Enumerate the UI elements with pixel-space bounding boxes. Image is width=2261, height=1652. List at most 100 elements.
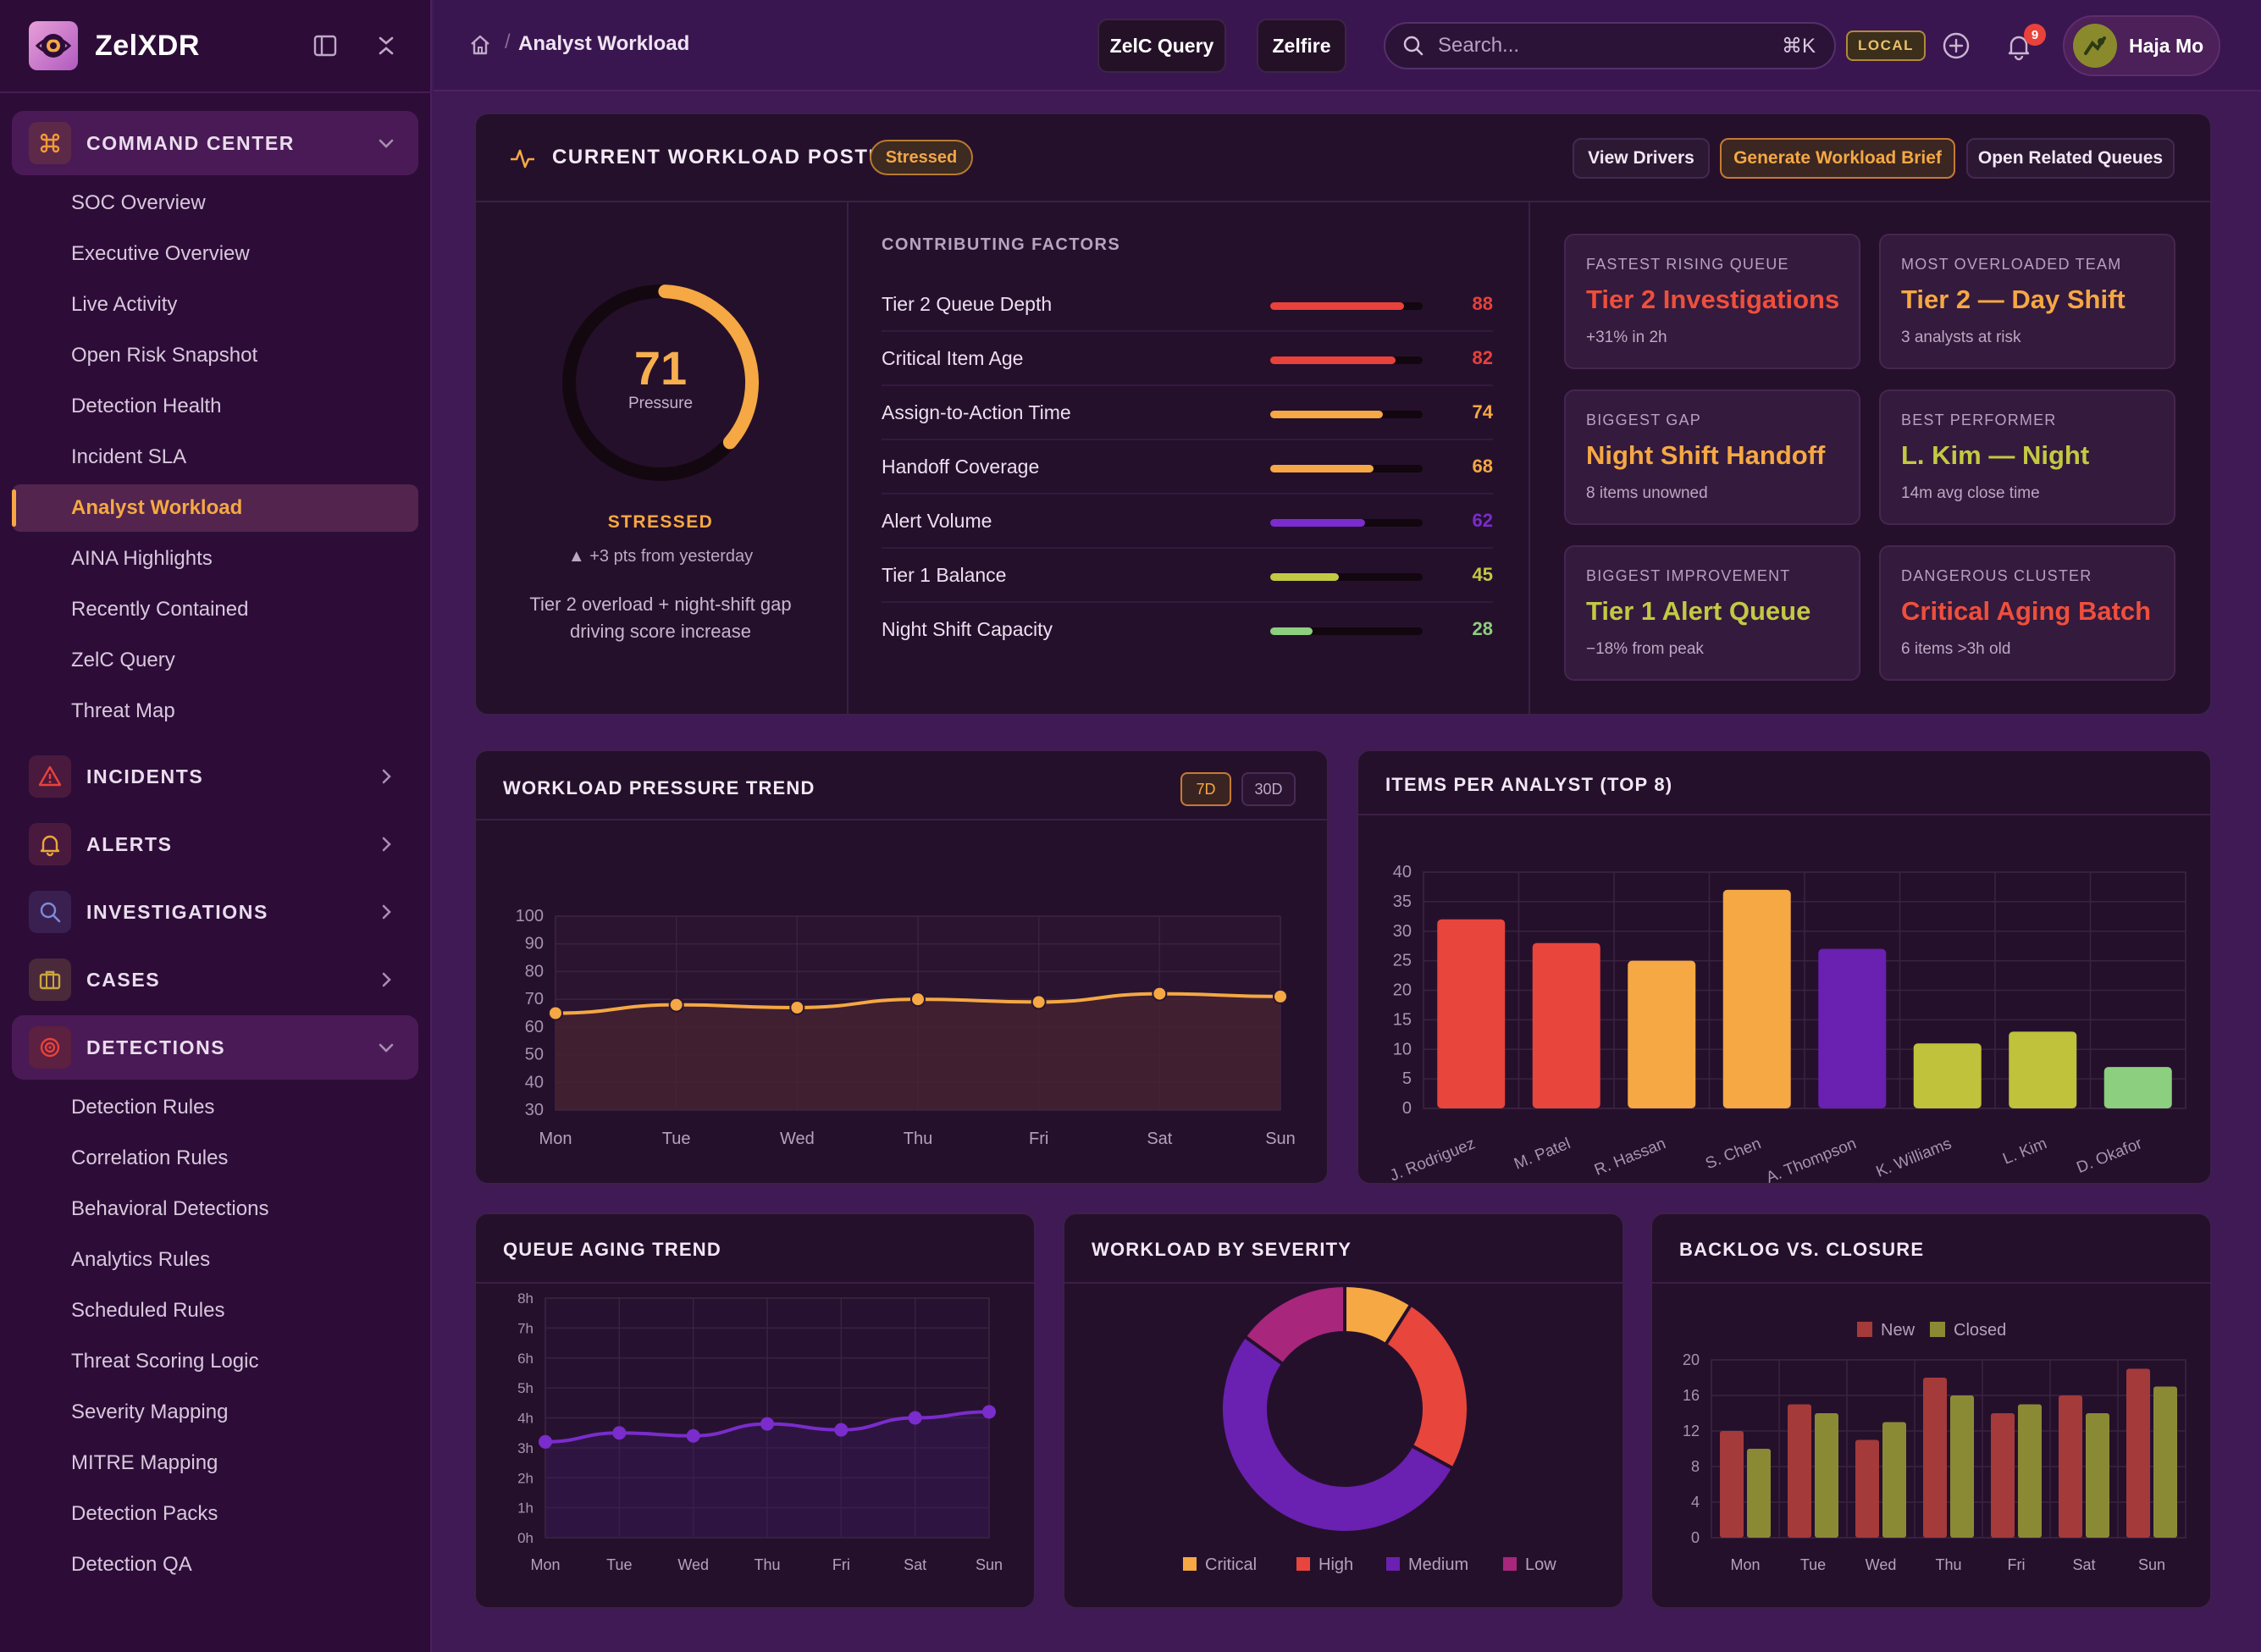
highlight-card[interactable]: DANGEROUS CLUSTER Critical Aging Batch 6… (1879, 545, 2175, 681)
generate-workload-brief-button[interactable]: Generate Workload Brief (1720, 138, 1955, 179)
sidebar-section-alerts[interactable]: ALERTS (12, 812, 418, 876)
user-name: Haja Mo (2129, 34, 2204, 57)
trend-point (1031, 994, 1047, 1010)
severity-slice (1383, 1301, 1470, 1472)
sidebar-item-detection-qa[interactable]: Detection QA (71, 1553, 192, 1576)
aging-point (686, 1428, 700, 1443)
x-tick-label: K. Williams (1874, 1135, 1954, 1181)
y-tick-label: 10 (1393, 1040, 1412, 1058)
y-tick-label: 6h (517, 1351, 533, 1367)
zelfire-button[interactable]: Zelfire (1257, 19, 1346, 73)
backlog-bar (1747, 1449, 1771, 1538)
highlight-sub: +31% in 2h (1586, 329, 1667, 346)
x-tick-label: Sun (2138, 1556, 2165, 1573)
sidebar-item-mitre-mapping[interactable]: MITRE Mapping (71, 1451, 218, 1474)
factor-name: Critical Item Age (882, 347, 1024, 369)
panel-header (1064, 1214, 1623, 1284)
highlight-sub: 3 analysts at risk (1901, 329, 2021, 346)
factor-value: 74 (1472, 401, 1493, 423)
home-icon[interactable] (467, 32, 493, 58)
sidebar-item-zelc-query[interactable]: ZelC Query (71, 649, 175, 671)
factor-row[interactable]: Alert Volume 62 (882, 494, 1493, 549)
sidebar-item-executive-overview[interactable]: Executive Overview (71, 242, 250, 265)
factor-name: Alert Volume (882, 510, 992, 532)
backlog-bar (2018, 1404, 2042, 1538)
highlight-card[interactable]: BEST PERFORMER L. Kim — Night 14m avg cl… (1879, 390, 2175, 525)
legend-label: Medium (1408, 1555, 1468, 1574)
panel-header (476, 751, 1327, 820)
sidebar-item-incident-sla[interactable]: Incident SLA (71, 445, 187, 468)
x-tick-label: S. Chen (1703, 1135, 1764, 1173)
x-tick-label: Tue (1800, 1556, 1826, 1573)
highlight-card[interactable]: MOST OVERLOADED TEAM Tier 2 — Day Shift … (1879, 234, 2175, 369)
analyst-bar (2103, 1067, 2172, 1108)
sidebar-section-detections[interactable]: DETECTIONS (12, 1015, 418, 1080)
factor-bar-track (1270, 465, 1423, 472)
sidebar-item-analyst-workload[interactable]: Analyst Workload (12, 484, 418, 532)
sidebar-item-soc-overview[interactable]: SOC Overview (71, 191, 206, 214)
bell-icon (29, 823, 71, 865)
y-tick-label: 40 (525, 1073, 544, 1091)
queue-aging-chart: 0h 1h 2h 3h 4h 5h 6h 7h 8h Mon Tue Wed Thu Fri Sat Sun (517, 1290, 1003, 1573)
factor-row[interactable]: Tier 2 Queue Depth 88 (882, 278, 1493, 332)
sidebar-section-cases[interactable]: CASES (12, 948, 418, 1012)
highlight-label: DANGEROUS CLUSTER (1901, 567, 2092, 584)
legend-label: Critical (1205, 1555, 1257, 1574)
highlight-value: Tier 2 — Day Shift (1901, 285, 2126, 314)
plot-frame (1423, 871, 2186, 1109)
sidebar-item-threat-map[interactable]: Threat Map (71, 699, 175, 722)
zelc-query-button[interactable]: ZelC Query (1097, 19, 1226, 73)
sidebar-item-detection-packs[interactable]: Detection Packs (71, 1502, 218, 1525)
factor-row[interactable]: Assign-to-Action Time 74 (882, 386, 1493, 440)
sidebar-item-correlation-rules[interactable]: Correlation Rules (71, 1146, 229, 1169)
factor-bar-track (1270, 519, 1423, 527)
sidebar-item-threat-scoring-logic[interactable]: Threat Scoring Logic (71, 1350, 259, 1373)
sidebar-item-detection-health[interactable]: Detection Health (71, 395, 222, 417)
search-input[interactable]: Search... ⌘K (1384, 22, 1836, 69)
user-menu[interactable]: Haja Mo (2063, 15, 2220, 76)
range-30d-button[interactable]: 30D (1241, 772, 1296, 806)
backlog-closure-chart: 0 4 8 12 16 20 Mon Tue Wed Thu Fri Sat Sun New Closed (1683, 1321, 2186, 1573)
add-icon[interactable] (1939, 29, 1973, 63)
highlight-label: BIGGEST GAP (1586, 412, 1701, 428)
sidebar-panel-toggle-icon[interactable] (310, 30, 340, 61)
x-tick-label: Wed (780, 1130, 815, 1148)
sidebar-item-detection-rules[interactable]: Detection Rules (71, 1096, 215, 1119)
sidebar-section-incidents[interactable]: INCIDENTS (12, 744, 418, 809)
sidebar-item-aina-highlights[interactable]: AINA Highlights (71, 547, 213, 570)
notifications-bell-icon[interactable] (2002, 29, 2036, 63)
legend-swatch (1296, 1557, 1310, 1571)
sidebar-item-recently-contained[interactable]: Recently Contained (71, 598, 249, 621)
chevron-right-icon (382, 769, 391, 784)
sidebar-item-severity-mapping[interactable]: Severity Mapping (71, 1401, 229, 1423)
highlight-card[interactable]: BIGGEST GAP Night Shift Handoff 8 items … (1564, 390, 1860, 525)
sidebar-section-investigations[interactable]: INVESTIGATIONS (12, 880, 418, 944)
legend-swatch (1930, 1322, 1945, 1337)
panel-title: BACKLOG VS. CLOSURE (1679, 1239, 1925, 1260)
sidebar-item-open-risk-snapshot[interactable]: Open Risk Snapshot (71, 344, 258, 367)
brand[interactable]: ZelXDR (29, 19, 200, 73)
collapse-icon[interactable] (371, 30, 401, 61)
range-7d-button[interactable]: 7D (1180, 772, 1231, 806)
severity-slice (1219, 1334, 1456, 1534)
view-drivers-button[interactable]: View Drivers (1573, 138, 1710, 179)
sidebar-section-command-center[interactable]: COMMAND CENTER (12, 111, 418, 175)
open-related-queues-button[interactable]: Open Related Queues (1966, 138, 2175, 179)
sidebar-item-scheduled-rules[interactable]: Scheduled Rules (71, 1299, 225, 1322)
brand-name: ZelXDR (95, 29, 200, 62)
chevron-down-icon (379, 139, 394, 148)
factor-row[interactable]: Handoff Coverage 68 (882, 440, 1493, 494)
y-tick-label: 5h (517, 1380, 533, 1396)
highlight-card[interactable]: BIGGEST IMPROVEMENT Tier 1 Alert Queue −… (1564, 545, 1860, 681)
highlight-card[interactable]: FASTEST RISING QUEUE Tier 2 Investigatio… (1564, 234, 1860, 369)
target-icon (29, 1026, 71, 1069)
sidebar-item-behavioral-detections[interactable]: Behavioral Detections (71, 1197, 269, 1220)
avatar (2073, 24, 2117, 68)
x-tick-label: Tue (606, 1556, 632, 1573)
sidebar-item-live-activity[interactable]: Live Activity (71, 293, 178, 316)
factor-row[interactable]: Night Shift Capacity 28 (882, 603, 1493, 657)
factor-row[interactable]: Critical Item Age 82 (882, 332, 1493, 386)
sidebar-item-analytics-rules[interactable]: Analytics Rules (71, 1248, 211, 1271)
x-tick-label: R. Hassan (1592, 1135, 1668, 1180)
factor-row[interactable]: Tier 1 Balance 45 (882, 549, 1493, 603)
